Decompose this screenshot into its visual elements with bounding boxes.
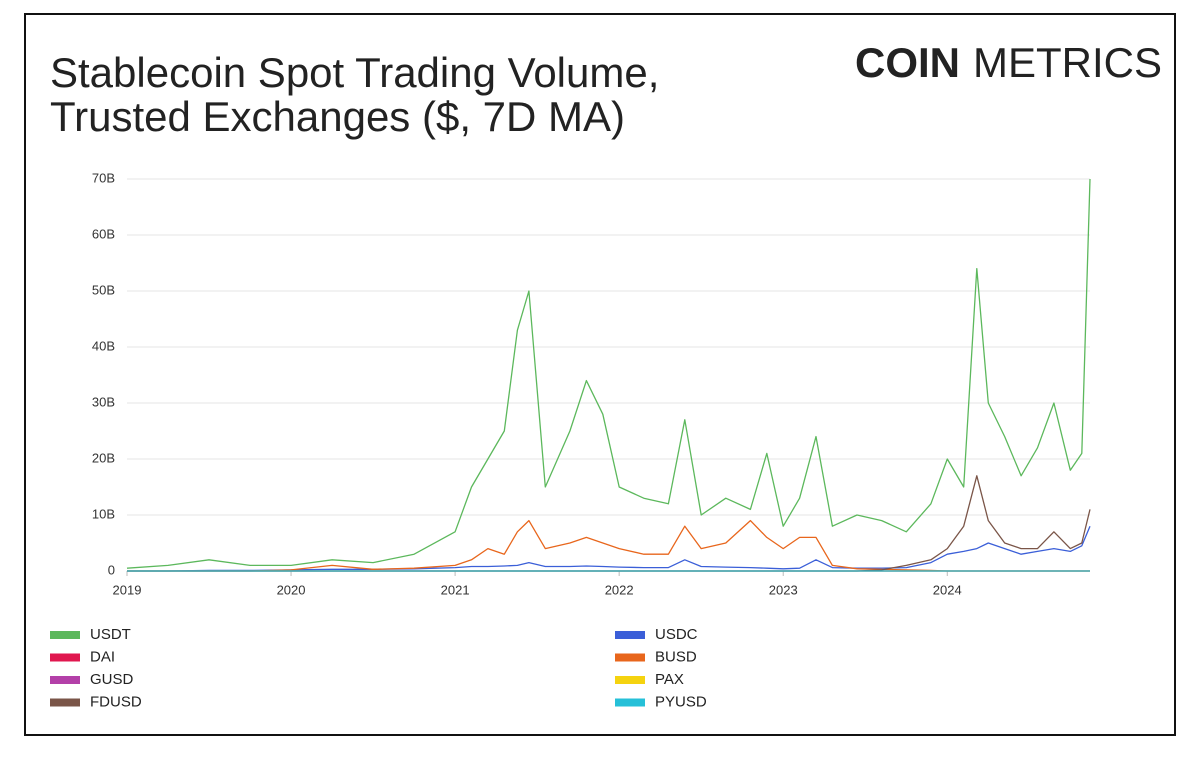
legend-swatch — [615, 631, 645, 639]
logo: METRICS — [973, 39, 1162, 86]
series-line — [127, 525, 1091, 572]
legend-swatch — [50, 631, 80, 639]
chart-title: Trusted Exchanges ($, 7D MA) — [50, 93, 625, 140]
y-tick-label: 60B — [92, 226, 115, 241]
y-tick-label: 0 — [108, 562, 115, 577]
y-tick-label: 50B — [92, 282, 115, 297]
legend-swatch — [615, 698, 645, 707]
frame — [24, 13, 1176, 736]
legend-label: GUSD — [90, 671, 134, 688]
legend-swatch — [615, 653, 645, 662]
x-tick-label: 2022 — [605, 582, 634, 597]
x-tick-label: 2024 — [933, 582, 962, 597]
y-tick-label: 40B — [92, 338, 115, 353]
x-tick-label: 2019 — [113, 582, 142, 597]
chart-title: Stablecoin Spot Trading Volume, — [50, 49, 659, 96]
legend-swatch — [50, 698, 80, 707]
legend-swatch — [615, 676, 645, 684]
legend-swatch — [50, 653, 80, 662]
x-tick-label: 2023 — [769, 582, 798, 597]
y-tick-label: 30B — [92, 394, 115, 409]
legend-label: FDUSD — [90, 693, 142, 710]
y-tick-label: 20B — [92, 450, 115, 465]
legend-label: PAX — [655, 671, 684, 688]
x-tick-label: 2020 — [277, 582, 306, 597]
legend-label: DAI — [90, 648, 115, 665]
legend-label: USDT — [90, 626, 131, 643]
logo: COIN — [855, 39, 960, 86]
x-tick-label: 2021 — [441, 582, 470, 597]
legend-label: BUSD — [655, 648, 697, 665]
legend-label: USDC — [655, 626, 698, 643]
y-tick-label: 70B — [92, 170, 115, 185]
legend-label: PYUSD — [655, 693, 707, 710]
series-line — [126, 178, 1091, 569]
legend-swatch — [50, 676, 80, 684]
y-tick-label: 10B — [92, 506, 115, 521]
